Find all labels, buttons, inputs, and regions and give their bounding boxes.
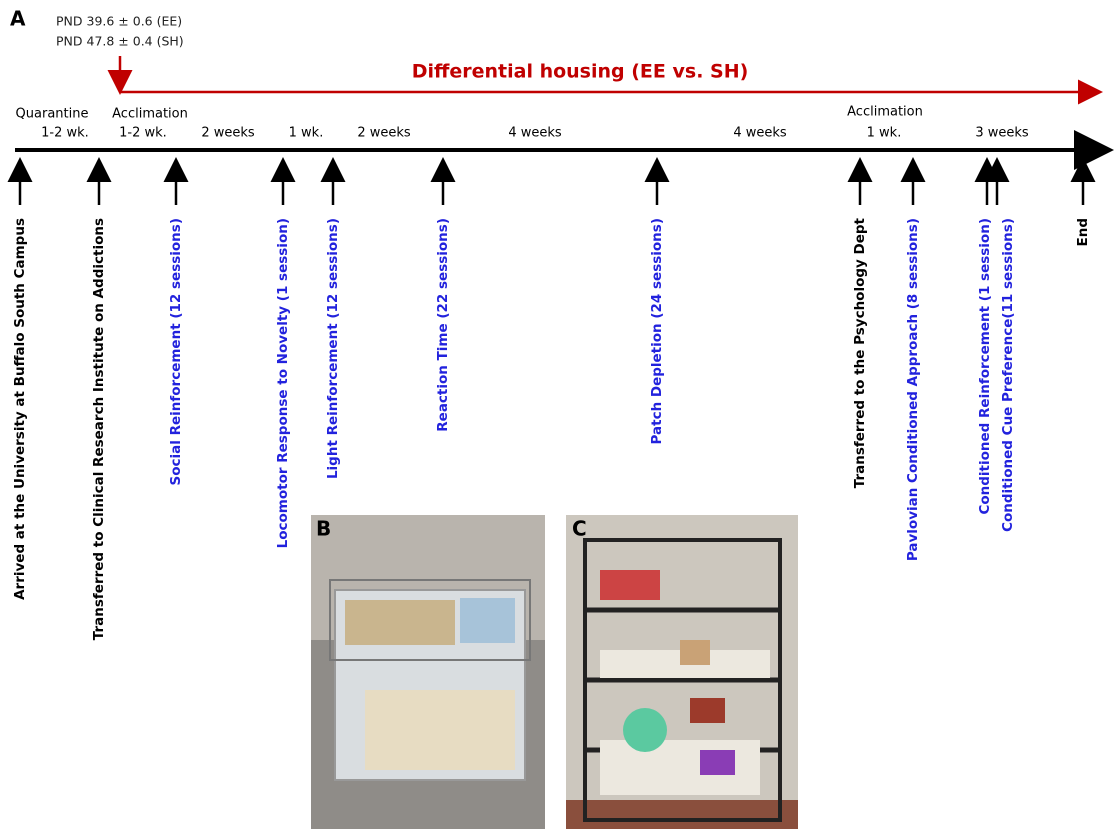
duration-label: 1-2 wk. (41, 126, 89, 141)
figure: A PND 39.6 ± 0.6 (EE) PND 47.8 ± 0.4 (SH) D… (0, 0, 1115, 829)
event-label: Patch Depletion (24 sessions) (649, 218, 665, 445)
phase-label: Acclimation (847, 105, 923, 120)
panel-label: C (572, 517, 587, 541)
event-label: Transferred to the Psychology Dept (852, 217, 868, 488)
event-label: End (1075, 218, 1091, 247)
phase-label: Acclimation (112, 107, 188, 122)
event-label: Conditioned Reinforcement (1 session) (977, 218, 993, 515)
duration-label: 4 weeks (508, 126, 562, 141)
phase-label: Quarantine (16, 107, 89, 122)
panel-label: B (316, 517, 331, 541)
pnd-note: PND 47.8 ± 0.4 (SH) (56, 34, 184, 49)
event-label: Social Reinforcement (12 sessions) (168, 218, 184, 485)
duration-label: 2 weeks (357, 126, 411, 141)
pnd-note: PND 39.6 ± 0.6 (EE) (56, 14, 182, 29)
event-label: Reaction Time (22 sessions) (435, 218, 451, 432)
event-label: Light Reinforcement (12 sessions) (325, 218, 341, 479)
duration-label: 1-2 wk. (119, 126, 167, 141)
housing-label: Differential housing (EE vs. SH) (412, 61, 749, 83)
duration-label: 2 weeks (201, 126, 255, 141)
event-label: Pavlovian Conditioned Approach (8 sessio… (905, 218, 921, 561)
panel-label: A (10, 7, 26, 31)
photo-standard-cage (311, 515, 545, 829)
event-label: Transferred to Clinical Research Institu… (91, 218, 107, 640)
event-label: Conditioned Cue Preference(11 sessions) (1000, 218, 1016, 532)
photo-enriched-cage (566, 515, 798, 829)
duration-label: 4 weeks (733, 126, 787, 141)
event-label: Locomotor Response to Novelty (1 session… (275, 218, 291, 548)
duration-label: 1 wk. (867, 126, 902, 141)
duration-label: 3 weeks (975, 126, 1029, 141)
duration-label: 1 wk. (289, 126, 324, 141)
event-label: Arrived at the University at Buffalo Sou… (12, 218, 28, 600)
